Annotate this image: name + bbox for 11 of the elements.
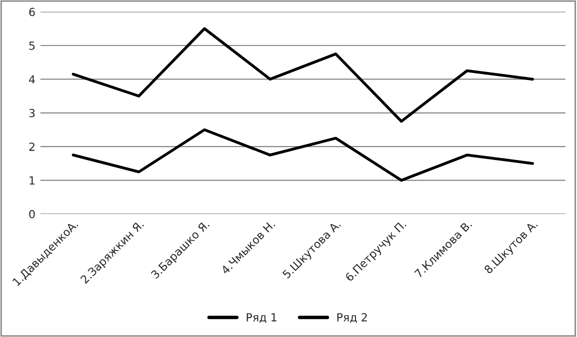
y-tick-label: 0	[29, 210, 35, 218]
line-series	[72, 27, 534, 123]
y-tick-label: 5	[29, 42, 35, 50]
y-tick-label: 4	[29, 75, 35, 84]
y-tick-label: 3	[29, 108, 35, 118]
legend-label: Ряд 1	[246, 313, 276, 323]
line-series	[72, 128, 534, 182]
y-tick-label: 6	[29, 8, 35, 16]
legend-label: Ряд 2	[337, 313, 367, 323]
y-tick-label: 1	[30, 176, 35, 185]
y-tick-label: 2	[29, 142, 34, 151]
